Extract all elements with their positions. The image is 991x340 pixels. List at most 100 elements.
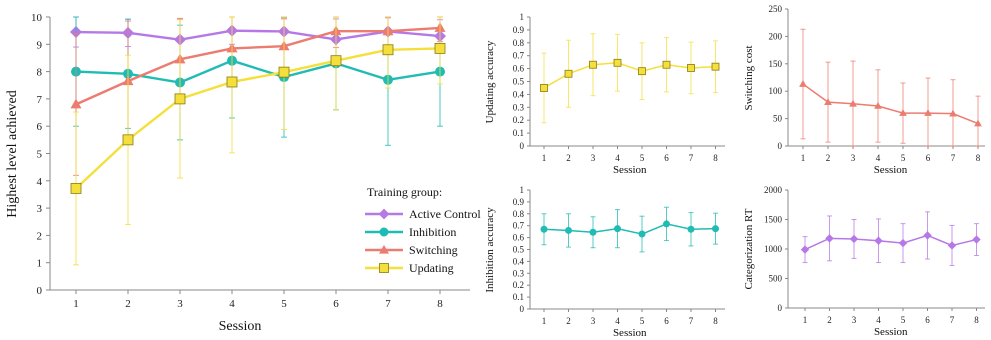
x-tick-label: 7 bbox=[951, 153, 956, 163]
x-tick-label: 7 bbox=[950, 315, 955, 325]
y-tick-label: 250 bbox=[769, 4, 783, 14]
y-tick-label: 100 bbox=[769, 86, 783, 96]
x-axis-title: Session bbox=[874, 164, 908, 176]
x-tick-label: 7 bbox=[385, 298, 391, 310]
x-tick-label: 2 bbox=[566, 153, 571, 163]
data-point bbox=[662, 60, 671, 69]
y-axis-title: Categorization RT bbox=[743, 208, 755, 289]
x-tick-label: 1 bbox=[73, 298, 79, 310]
y-tick-label: 9 bbox=[37, 39, 43, 51]
x-tick-label: 5 bbox=[640, 153, 645, 163]
y-tick-label: 2 bbox=[37, 230, 43, 242]
x-tick-label: 8 bbox=[713, 316, 718, 326]
y-tick-label: 0.4 bbox=[513, 256, 525, 266]
data-point bbox=[849, 234, 859, 244]
y-tick-label: 0.9 bbox=[513, 25, 525, 35]
data-point bbox=[874, 236, 883, 245]
x-tick-label: 7 bbox=[689, 316, 694, 326]
x-tick-label: 2 bbox=[125, 298, 131, 310]
x-tick-label: 4 bbox=[876, 315, 881, 325]
legend: Training group: Active Control Inhibition S… bbox=[365, 185, 481, 275]
y-axis-title: Switching cost bbox=[743, 45, 755, 110]
data-point bbox=[824, 98, 832, 105]
x-tick-label: 2 bbox=[827, 315, 832, 325]
x-axis-title: Session bbox=[219, 319, 262, 334]
x-tick-label: 8 bbox=[437, 298, 443, 310]
x-tick-label: 5 bbox=[281, 298, 287, 310]
y-tick-label: 3 bbox=[37, 203, 43, 215]
y-tick-label: 1 bbox=[37, 258, 43, 270]
data-point bbox=[799, 80, 807, 87]
data-point bbox=[947, 241, 957, 250]
inhibition-accuracy-chart: 0 0.1 0.2 0.3 0.40.5 0.6 0.7 0.8 0.9 1 1 2 3 4 5 6 7 8 Ses… bbox=[484, 185, 725, 339]
x-tick-label: 6 bbox=[926, 153, 931, 163]
y-axis-title: Inhibition accuracy bbox=[484, 207, 496, 293]
data-point bbox=[638, 67, 646, 76]
legend-title: Training group: bbox=[367, 185, 442, 199]
data-point bbox=[898, 238, 908, 248]
y-tick-label: 0.3 bbox=[513, 268, 525, 278]
series-line bbox=[543, 223, 716, 235]
data-point bbox=[849, 99, 857, 107]
y-tick-label: 6 bbox=[37, 121, 43, 133]
x-tick-label: 3 bbox=[177, 298, 183, 310]
data-point bbox=[924, 109, 932, 116]
data-point bbox=[687, 64, 695, 72]
x-tick-label: 3 bbox=[851, 153, 856, 163]
data-point bbox=[899, 109, 907, 116]
data-point bbox=[663, 220, 670, 228]
y-tick-label: 0 bbox=[778, 303, 783, 313]
x-tick-label: 5 bbox=[901, 153, 906, 163]
data-point bbox=[564, 69, 573, 78]
legend-label: Active Control bbox=[409, 207, 481, 221]
series bbox=[540, 33, 720, 124]
x-tick-label: 6 bbox=[664, 316, 669, 326]
x-tick-label: 3 bbox=[852, 315, 857, 325]
legend-label: Inhibition bbox=[409, 225, 456, 239]
x-tick-label: 1 bbox=[801, 153, 806, 163]
x-tick-label: 8 bbox=[976, 153, 981, 163]
x-tick-label: 4 bbox=[615, 153, 620, 163]
x-tick-label: 4 bbox=[876, 153, 881, 163]
switching-cost-chart: 0 50 100 150 200 250 1 2 3 4 5 6 7 8 Session Switching … bbox=[743, 4, 985, 176]
y-tick-label: 0.5 bbox=[513, 245, 525, 255]
y-tick-label: 10 bbox=[31, 12, 43, 24]
x-tick-label: 4 bbox=[229, 298, 235, 310]
updating-accuracy-chart: 0 0.1 0.2 0.3 0.4 0.5 0.6 0.7 0.8 0.9 1 1 2 3 4 5 6 7 8 Ses… bbox=[484, 12, 725, 176]
y-tick-label: 0.8 bbox=[513, 38, 525, 48]
x-tick-label: 6 bbox=[664, 153, 669, 163]
data-point bbox=[974, 119, 982, 127]
y-tick-label: 0 bbox=[520, 141, 525, 151]
data-point bbox=[589, 228, 597, 236]
y-tick-label: 8 bbox=[37, 67, 43, 79]
data-point bbox=[540, 225, 548, 233]
series-line bbox=[802, 83, 979, 125]
y-tick-label: 4 bbox=[37, 176, 43, 188]
data-point bbox=[70, 183, 82, 194]
y-tick-label: 0.7 bbox=[513, 221, 525, 231]
series-line bbox=[75, 59, 441, 84]
y-tick-label: 0.1 bbox=[513, 128, 524, 138]
y-tick-label: 0 bbox=[778, 141, 783, 151]
data-point bbox=[613, 58, 622, 67]
y-tick-label: 0.2 bbox=[513, 115, 524, 125]
y-tick-label: 50 bbox=[773, 114, 783, 124]
y-tick-label: 0.8 bbox=[513, 209, 525, 219]
data-point bbox=[382, 44, 394, 56]
x-tick-label: 1 bbox=[803, 315, 808, 325]
data-point bbox=[434, 42, 446, 54]
y-axis-title: Updating accuracy bbox=[484, 40, 496, 123]
data-point bbox=[540, 84, 548, 92]
legend-label: Updating bbox=[409, 261, 454, 275]
y-tick-label: 0.6 bbox=[513, 64, 525, 74]
x-axis-title: Session bbox=[613, 327, 647, 339]
data-point bbox=[687, 225, 695, 233]
y-tick-label: 1 bbox=[520, 12, 525, 22]
x-tick-label: 1 bbox=[542, 153, 547, 163]
data-point bbox=[174, 93, 186, 105]
data-point bbox=[638, 230, 646, 238]
series bbox=[800, 211, 981, 267]
y-tick-label: 0.5 bbox=[513, 77, 525, 87]
data-point bbox=[711, 62, 720, 71]
x-tick-label: 2 bbox=[566, 316, 571, 326]
